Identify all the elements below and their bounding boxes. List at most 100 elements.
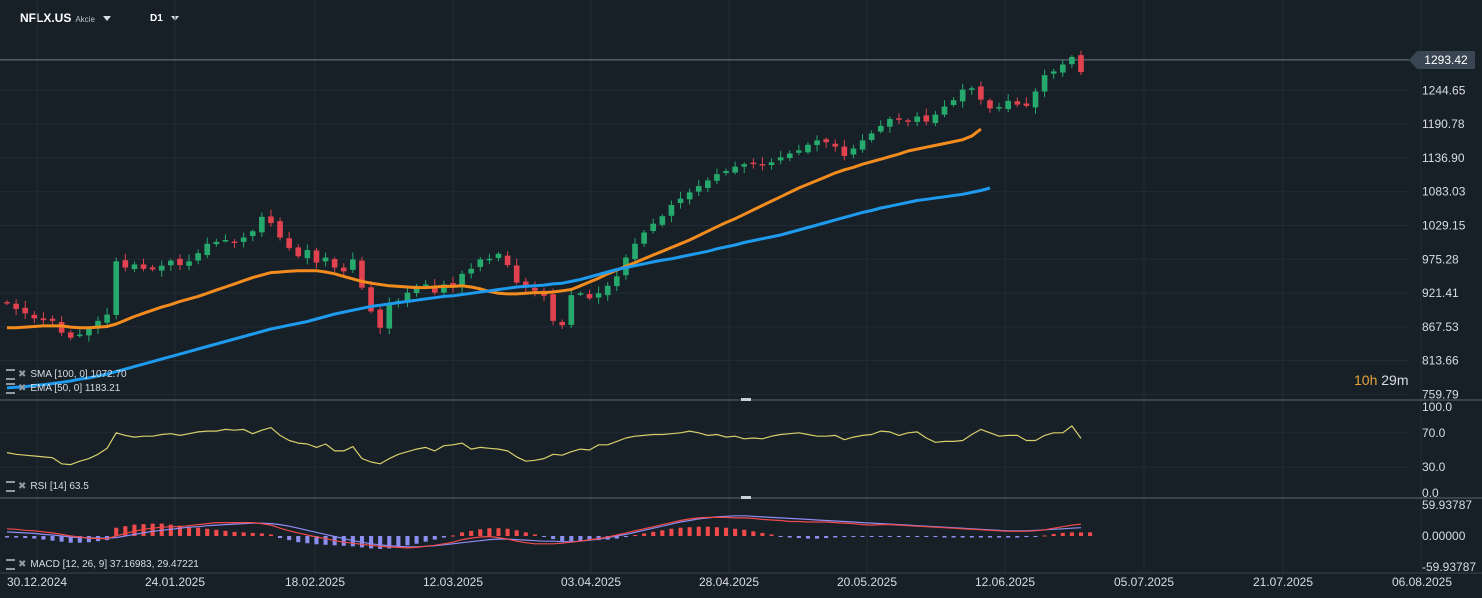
settings-icon[interactable] (6, 383, 15, 394)
macd-histogram-bar (23, 536, 28, 539)
candle-body (1059, 64, 1066, 73)
macd-histogram-bar (1051, 533, 1056, 536)
candle-body (877, 125, 884, 132)
macd-legend[interactable]: ✖ MACD [12, 26, 9] 37.16983, 29.47221 (6, 559, 199, 570)
macd-histogram-bar (960, 536, 965, 538)
macd-histogram-bar (742, 529, 747, 536)
symbol-selector[interactable]: NFLX.US Akcie (20, 11, 111, 25)
close-icon[interactable]: ✖ (18, 383, 27, 395)
candle-body (723, 171, 729, 174)
candle-body (887, 119, 893, 127)
countdown-minutes: 29m (1381, 372, 1409, 388)
candle-body (40, 318, 47, 321)
candle-body (468, 268, 475, 274)
candle-body (122, 260, 129, 268)
candle-body (604, 285, 611, 296)
candle-body (759, 164, 766, 166)
candle-body (386, 303, 393, 329)
rsi-axis-label: 100.0 (1422, 400, 1452, 414)
candle-body (486, 258, 493, 261)
candle-body (259, 216, 265, 233)
macd-histogram-bar (714, 527, 719, 536)
candle-body (204, 243, 211, 256)
candle-countdown: 10h 29m (1354, 372, 1408, 388)
timeframe-label: D1 (150, 13, 163, 24)
time-axis-label: 30.12.2024 (7, 575, 67, 589)
close-icon[interactable]: ✖ (18, 369, 27, 381)
macd-histogram-bar (432, 536, 437, 540)
candle-body (431, 286, 438, 293)
macd-histogram-bar (915, 536, 920, 537)
candle-body (158, 265, 165, 271)
settings-icon[interactable] (6, 369, 15, 380)
macd-histogram-bar (323, 536, 328, 545)
price-axis-label: 1244.65 (1422, 83, 1466, 97)
macd-histogram-bar (196, 527, 201, 536)
macd-histogram-bar (387, 536, 392, 549)
close-icon[interactable]: ✖ (18, 559, 27, 571)
candle-body (841, 146, 848, 157)
candle-body (404, 292, 411, 303)
macd-histogram-bar (878, 536, 883, 537)
macd-histogram-bar (869, 536, 874, 537)
chevron-down-icon (102, 16, 111, 22)
candle-body (595, 293, 602, 298)
macd-histogram-bar (287, 536, 292, 541)
candle-body (1014, 101, 1021, 105)
settings-icon[interactable] (6, 559, 15, 570)
macd-histogram-bar (223, 530, 228, 536)
macd-histogram-bar (551, 536, 556, 540)
macd-histogram-bar (987, 536, 993, 538)
macd-histogram-bar (1006, 536, 1011, 538)
ema-legend[interactable]: ✖ EMA [50, 0] 1183.21 (6, 383, 120, 394)
countdown-hours: 10h (1354, 372, 1378, 388)
macd-histogram-bar (150, 523, 155, 536)
candle-body (768, 162, 775, 166)
macd-histogram-bar (469, 530, 474, 536)
macd-histogram-bar (969, 536, 974, 538)
candle-body (686, 192, 693, 200)
macd-histogram-bar (59, 536, 64, 542)
macd-histogram-bar (114, 527, 119, 536)
ema-value: 1183.21 (84, 383, 121, 395)
macd-histogram-bar (378, 536, 383, 549)
candle-body (504, 255, 511, 266)
candle-body (231, 241, 238, 244)
macd-histogram-bar (933, 536, 938, 538)
macd-values: 37.16983, 29.47221 (109, 559, 199, 571)
candle-body (304, 250, 311, 259)
asset-type-label: Akcie (75, 15, 95, 24)
macd-histogram-bar (696, 526, 701, 536)
sma-legend[interactable]: ✖ SMA [100, 0] 1072.70 (6, 369, 127, 380)
settings-icon[interactable] (6, 481, 15, 492)
macd-histogram-bar (305, 536, 310, 544)
candle-body (13, 303, 19, 309)
macd-histogram-bar (860, 536, 865, 537)
macd-histogram-bar (68, 536, 73, 543)
macd-histogram-bar (769, 534, 774, 536)
rsi-legend[interactable]: ✖ RSI [14] 63.5 (6, 481, 89, 492)
pane-resize-handle (741, 496, 751, 499)
candle-body (286, 238, 292, 249)
time-axis-label: 24.01.2025 (145, 575, 205, 589)
candle-body (668, 204, 675, 216)
candle-body (868, 133, 875, 140)
close-icon[interactable]: ✖ (18, 481, 27, 493)
candle-body (805, 144, 811, 153)
macd-histogram-bar (496, 528, 501, 536)
price-axis-label: 1136.90 (1422, 151, 1465, 165)
price-axis-label: 813.66 (1422, 354, 1459, 368)
candle-body (95, 320, 101, 329)
ema-line (7, 127, 982, 330)
macd-histogram-bar (1088, 532, 1093, 536)
candle-body (850, 148, 857, 155)
candle-body (732, 166, 738, 173)
macd-axis-label: 59.93787 (1422, 498, 1472, 512)
price-axis-label: 1190.78 (1422, 117, 1465, 131)
macd-params: [12, 26, 9] (62, 559, 108, 571)
macd-histogram-bar (505, 528, 510, 536)
candle-body (522, 281, 529, 287)
macd-histogram-bar (50, 536, 55, 541)
